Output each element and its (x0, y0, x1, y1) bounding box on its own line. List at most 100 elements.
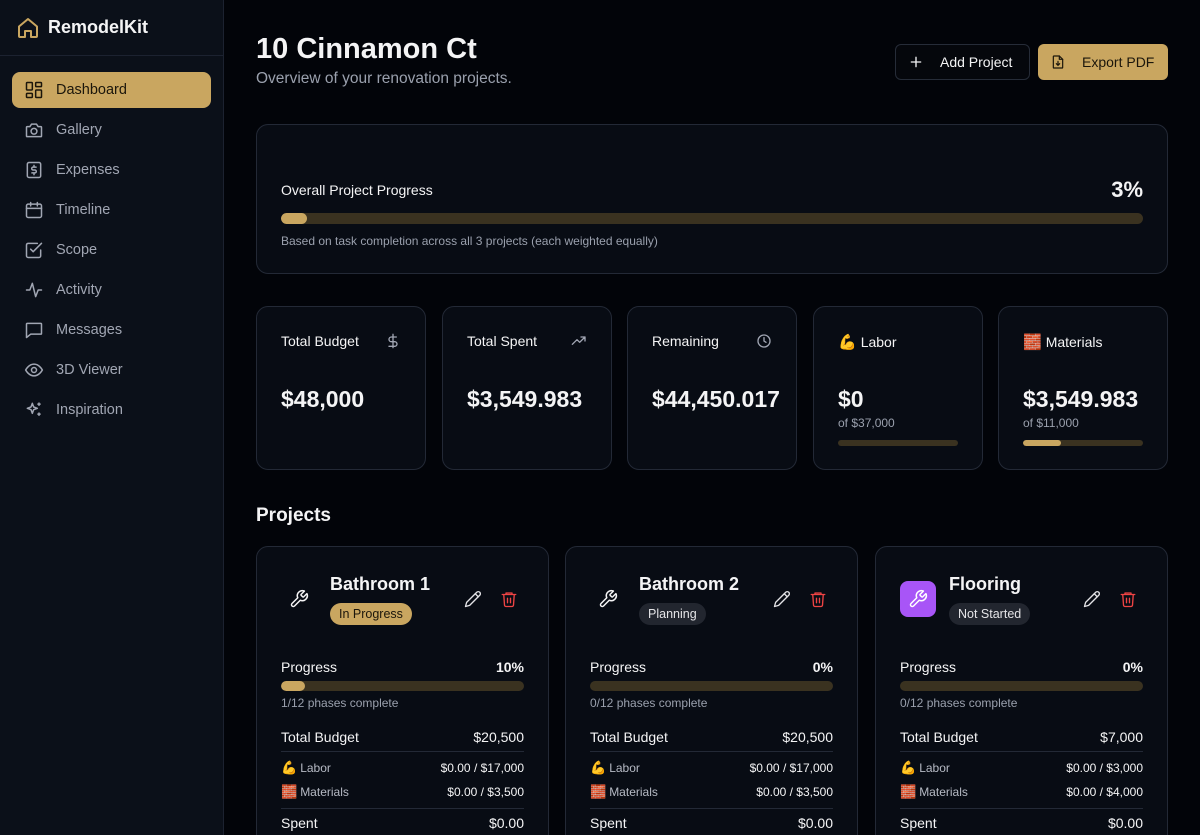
sidebar-item-scope[interactable]: Scope (12, 232, 211, 268)
bricks-icon: 🧱 (900, 784, 917, 799)
stat-title: 🧱 Materials (1023, 333, 1102, 351)
labor-label-text: Labor (300, 761, 331, 775)
checkbox-icon (25, 242, 43, 259)
pencil-icon[interactable] (1083, 590, 1101, 608)
brand[interactable]: RemodelKit (0, 0, 223, 56)
project-progress-fill (281, 681, 306, 691)
sidebar-item-label: Timeline (56, 202, 111, 218)
wrench-icon (909, 589, 928, 608)
phases-complete: 0/12 phases complete (900, 696, 1018, 710)
overall-progress-percent: 3% (1111, 177, 1143, 202)
sidebar-item-3d-viewer[interactable]: 3D Viewer (12, 352, 211, 388)
materials-label-text: Materials (609, 785, 658, 799)
phases-complete: 1/12 phases complete (281, 696, 399, 710)
pencil-icon[interactable] (464, 590, 482, 608)
labor-budget-bar (838, 440, 958, 446)
sidebar-item-activity[interactable]: Activity (12, 272, 211, 308)
divider (590, 808, 833, 809)
sidebar-item-label: 3D Viewer (56, 362, 123, 378)
message-icon (25, 322, 43, 339)
materials-value: $0.00 / $4,000 (1066, 785, 1143, 799)
dashboard-icon (25, 81, 43, 99)
total-budget-label: Total Budget (900, 729, 978, 745)
stat-value: $3,549.983 (467, 386, 583, 412)
project-card-bathroom-1[interactable]: Bathroom 1 In Progress Progress 10% 1/12… (256, 546, 549, 835)
stat-title-text: Materials (1045, 334, 1103, 350)
spent-row: Spent $0.00 (281, 815, 524, 831)
progress-percent: 0% (1122, 659, 1143, 675)
calendar-icon (25, 201, 43, 219)
spent-row: Spent $0.00 (590, 815, 833, 831)
export-pdf-button[interactable]: Export PDF (1038, 44, 1168, 80)
stat-card-remaining: Remaining $44,450.017 (627, 306, 797, 470)
materials-row: 🧱 Materials $0.00 / $4,000 (900, 784, 1143, 800)
spent-row: Spent $0.00 (900, 815, 1143, 831)
overall-progress-label: Overall Project Progress (281, 182, 433, 198)
project-icon (590, 581, 626, 617)
labor-label: 💪 Labor (281, 760, 331, 776)
stat-card-materials: 🧱 Materials $3,549.983 of $11,000 (998, 306, 1168, 470)
sparkles-icon (26, 402, 41, 416)
total-budget-label: Total Budget (281, 729, 359, 745)
clock-icon (757, 334, 771, 348)
flexed-biceps-icon: 💪 (900, 760, 917, 775)
spent-label: Spent (900, 815, 937, 831)
materials-budget-fill (1023, 440, 1062, 446)
stat-value: $44,450.017 (652, 386, 780, 412)
main-content: 10 Cinnamon Ct Overview of your renovati… (224, 0, 1200, 835)
pencil-icon[interactable] (773, 590, 791, 608)
sidebar-item-label: Messages (56, 322, 123, 338)
stat-sub: of $37,000 (838, 416, 895, 430)
trash-icon[interactable] (809, 590, 827, 608)
stat-title-text: Labor (860, 334, 897, 350)
progress-percent: 0% (812, 659, 833, 675)
progress-percent: 10% (495, 659, 524, 675)
activity-icon (25, 282, 43, 298)
sidebar-item-gallery[interactable]: Gallery (12, 112, 211, 148)
trending-up-icon (571, 336, 586, 345)
labor-row: 💪 Labor $0.00 / $3,000 (900, 760, 1143, 776)
spent-label: Spent (281, 815, 318, 831)
materials-label: 🧱 Materials (281, 784, 349, 800)
bricks-icon: 🧱 (1023, 334, 1042, 351)
overall-progress-note: Based on task completion across all 3 pr… (281, 234, 658, 248)
sidebar-item-dashboard[interactable]: Dashboard (12, 72, 211, 108)
project-progress-bar (590, 681, 833, 691)
brand-name: RemodelKit (48, 17, 149, 37)
project-name: Bathroom 1 (330, 574, 431, 594)
dollar-icon (388, 333, 398, 349)
status-badge: Not Started (949, 603, 1031, 625)
project-card-flooring[interactable]: Flooring Not Started Progress 0% 0/12 ph… (875, 546, 1168, 835)
sidebar-item-timeline[interactable]: Timeline (12, 192, 211, 228)
materials-label-text: Materials (300, 785, 349, 799)
labor-value: $0.00 / $3,000 (1066, 761, 1143, 775)
project-card-bathroom-2[interactable]: Bathroom 2 Planning Progress 0% 0/12 pha… (565, 546, 858, 835)
labor-row: 💪 Labor $0.00 / $17,000 (590, 760, 833, 776)
total-budget-row: Total Budget $7,000 (900, 729, 1143, 745)
labor-label-text: Labor (609, 761, 640, 775)
trash-icon[interactable] (1119, 590, 1137, 608)
bricks-icon: 🧱 (590, 784, 607, 799)
add-project-button[interactable]: Add Project (895, 44, 1030, 80)
sidebar-item-messages[interactable]: Messages (12, 312, 211, 348)
eye-icon (24, 363, 44, 377)
sidebar-item-label: Gallery (56, 122, 102, 138)
total-budget-value: $7,000 (1100, 729, 1143, 745)
sidebar-item-inspiration[interactable]: Inspiration (12, 392, 211, 428)
project-icon (900, 581, 936, 617)
sidebar-item-label: Scope (56, 242, 98, 258)
sidebar-item-label: Activity (56, 282, 102, 298)
spent-value: $0.00 (1107, 815, 1143, 831)
materials-row: 🧱 Materials $0.00 / $3,500 (590, 784, 833, 800)
trash-icon[interactable] (500, 590, 518, 608)
progress-label: Progress (281, 659, 338, 675)
file-download-icon (1052, 55, 1064, 69)
labor-row: 💪 Labor $0.00 / $17,000 (281, 760, 524, 776)
sidebar-item-expenses[interactable]: Expenses (12, 152, 211, 188)
total-budget-row: Total Budget $20,500 (281, 729, 524, 745)
bricks-icon: 🧱 (281, 784, 298, 799)
phases-complete: 0/12 phases complete (590, 696, 708, 710)
home-icon (18, 17, 38, 38)
progress-label: Progress (590, 659, 647, 675)
add-project-label: Add Project (940, 54, 1013, 70)
